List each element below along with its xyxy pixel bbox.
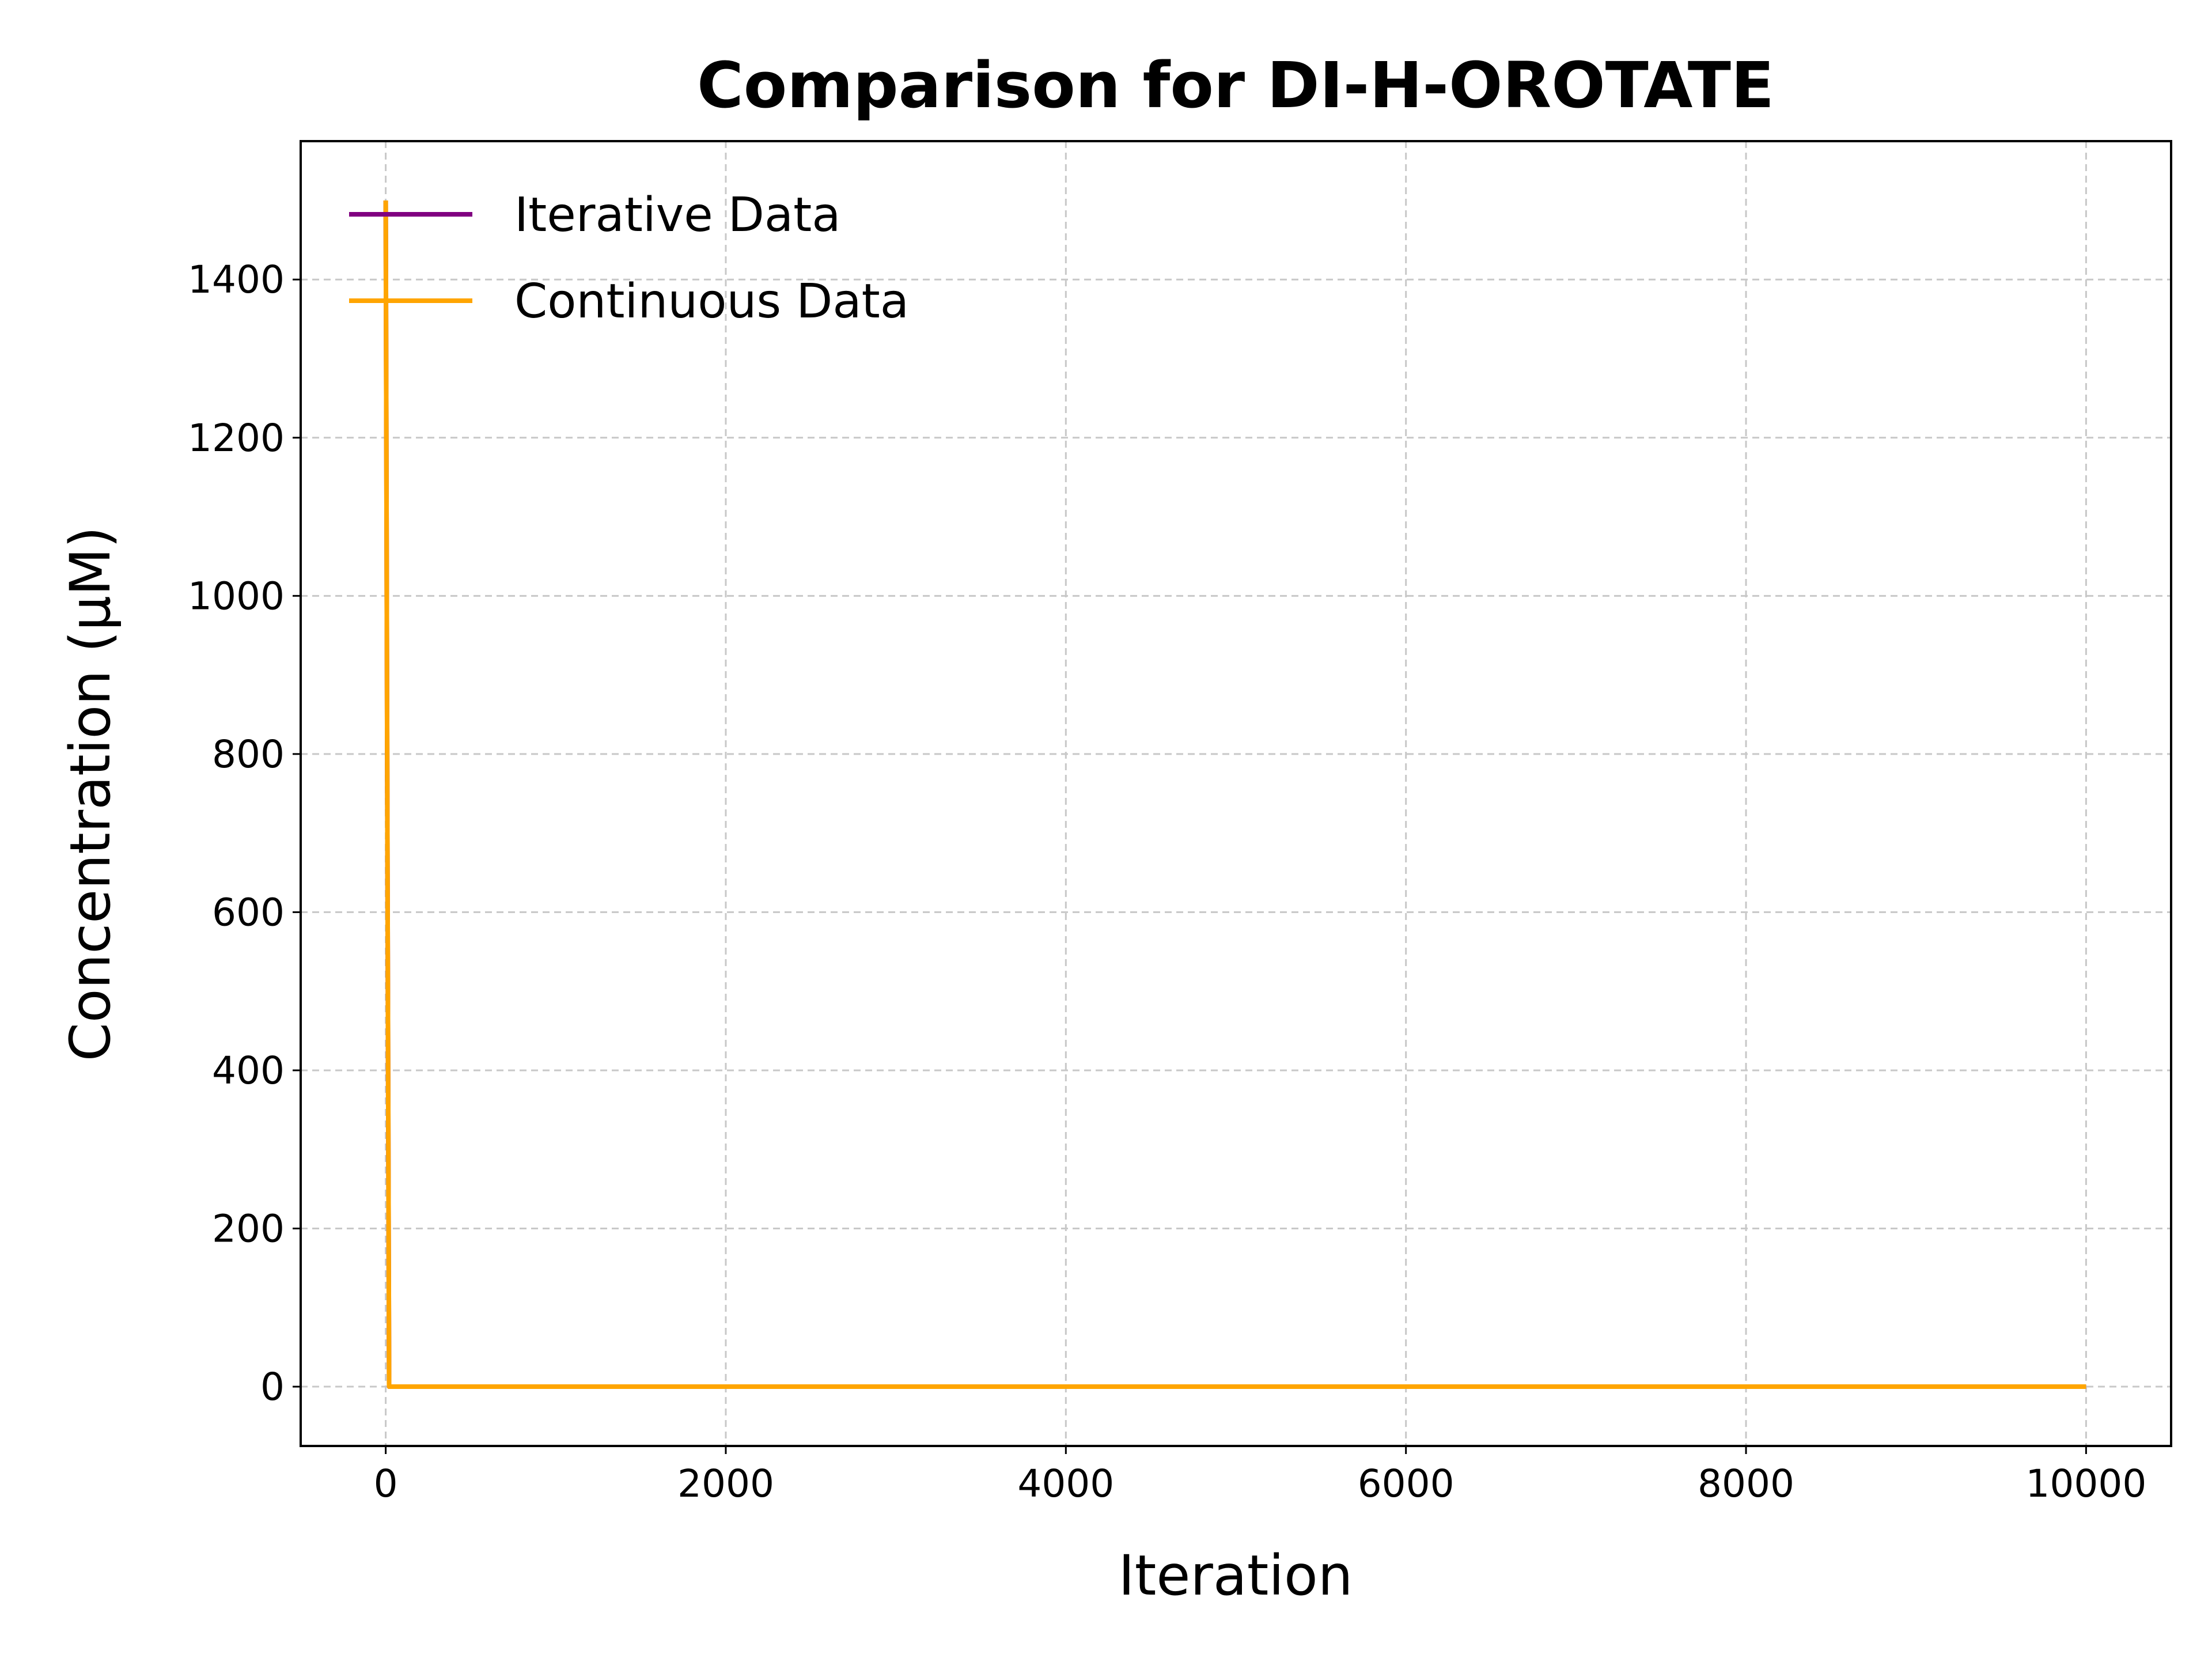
x-tick-label: 10000: [2025, 1462, 2146, 1506]
series-line-continuous: [383, 200, 2086, 1389]
y-axis-ticks: 0 200 400 600 800 1000 1200 1400: [188, 258, 301, 1409]
y-tick-label: 0: [260, 1365, 285, 1409]
y-tick-label: 600: [212, 890, 285, 934]
y-tick-label: 1000: [188, 574, 285, 618]
x-axis-ticks: 0 2000 4000 6000 8000 10000: [374, 1446, 2146, 1506]
y-tick-label: 400: [212, 1048, 285, 1093]
y-tick-label: 800: [212, 732, 285, 777]
plot-area-frame: [300, 140, 2172, 1447]
series-layer: [383, 200, 2086, 1389]
y-tick-label: 200: [212, 1207, 285, 1251]
legend-label-continuous: Continuous Data: [514, 274, 909, 329]
x-tick-label: 2000: [677, 1462, 774, 1506]
x-tick-label: 4000: [1017, 1462, 1114, 1506]
y-axis-label: Concentration (μM): [58, 527, 123, 1061]
x-tick-label: 8000: [1698, 1462, 1794, 1506]
y-tick-label: 1200: [188, 416, 285, 460]
legend-label-iterative: Iterative Data: [514, 188, 841, 243]
y-tick-label: 1400: [188, 258, 285, 302]
x-tick-label: 6000: [1358, 1462, 1455, 1506]
legend: Iterative Data Continuous Data: [349, 188, 909, 329]
x-tick-label: 0: [374, 1462, 398, 1506]
x-axis-label: Iteration: [1118, 1543, 1353, 1608]
chart-title: Comparison for DI-H-OROTATE: [697, 48, 1774, 122]
